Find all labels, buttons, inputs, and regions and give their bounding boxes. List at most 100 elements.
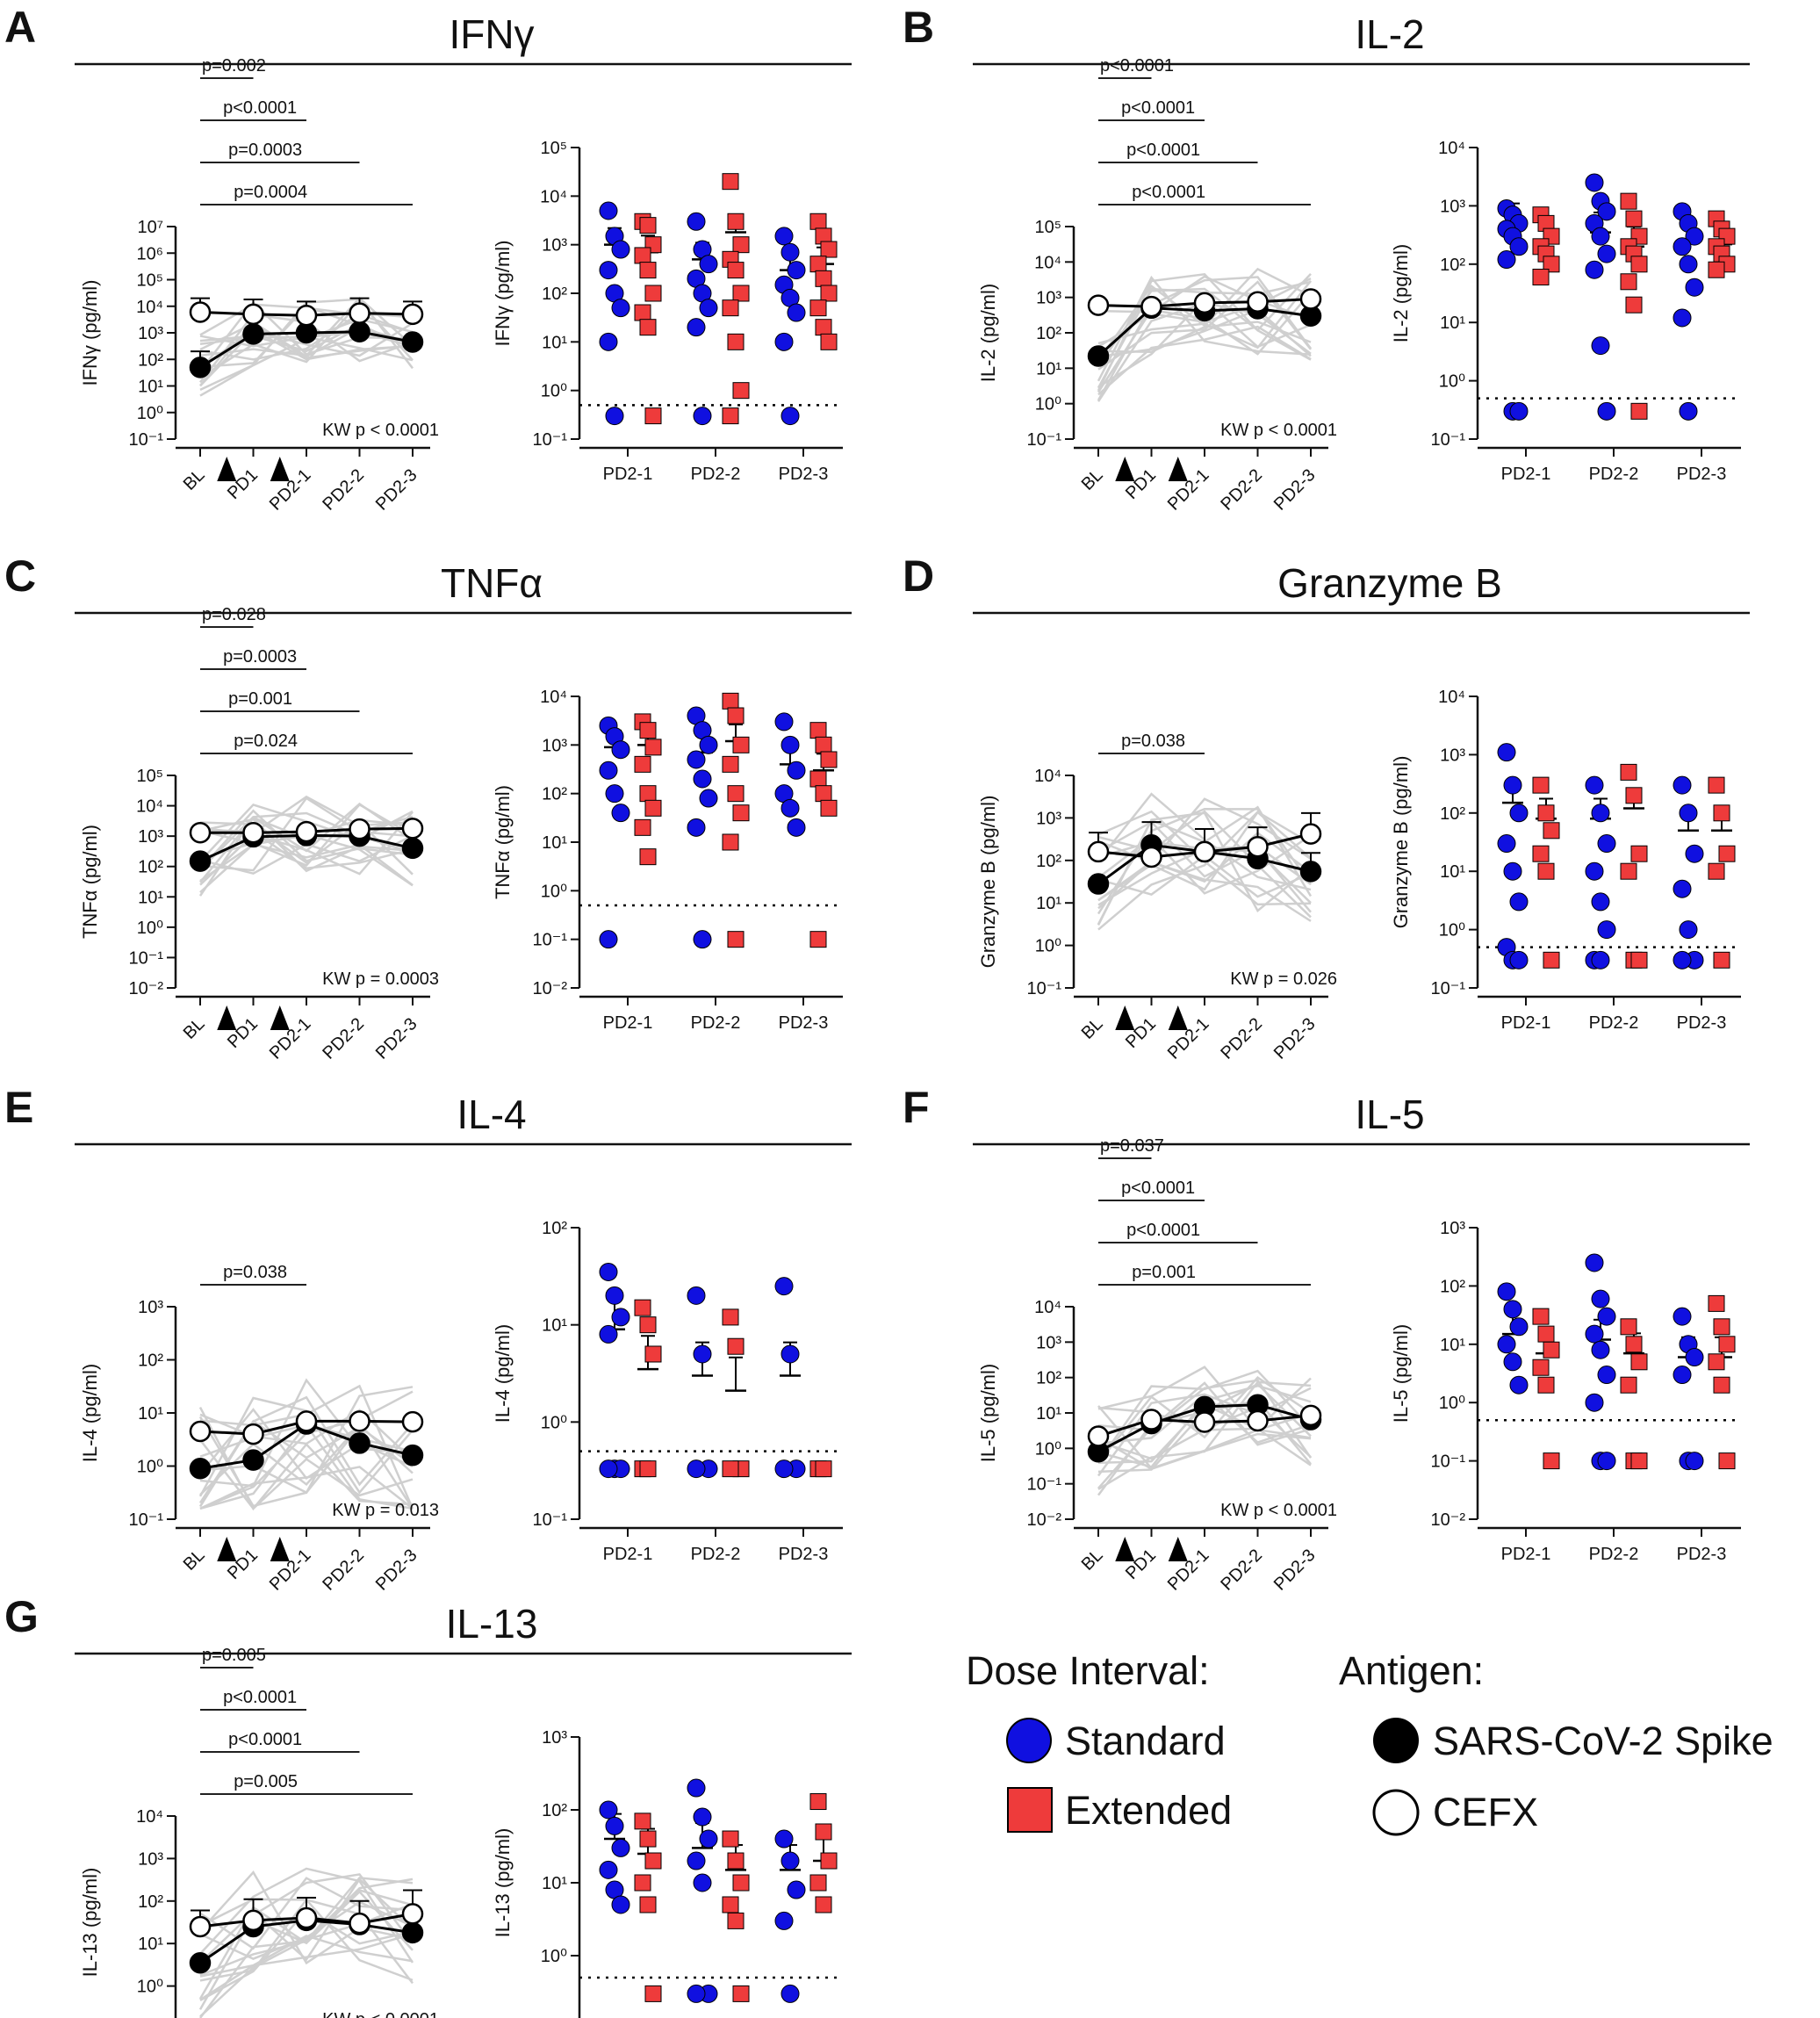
p-value-label: p=0.038 bbox=[1121, 732, 1185, 751]
standard-point bbox=[1597, 1366, 1616, 1385]
dose-arrowhead bbox=[217, 1005, 237, 1030]
cefx-series bbox=[189, 1410, 424, 1445]
x-tick-label: PD2-1 bbox=[603, 465, 653, 484]
y-tick-label: 10² bbox=[1036, 324, 1061, 343]
standard-point bbox=[1503, 1352, 1522, 1372]
y-axis-label: IL-4 (pg/ml) bbox=[79, 1364, 101, 1462]
standard-point bbox=[781, 1344, 800, 1364]
panel-title: IL-4 bbox=[457, 1092, 526, 1137]
standard-point bbox=[1597, 244, 1616, 263]
legend-antigen-title: Antigen: bbox=[1339, 1648, 1484, 1693]
y-tick-label: 10² bbox=[1440, 256, 1465, 275]
x-tick-label: PD2-3 bbox=[372, 1014, 421, 1063]
x-tick-label: PD2-3 bbox=[372, 465, 421, 515]
individual-trace bbox=[1097, 267, 1312, 362]
y-tick-label: 10² bbox=[138, 858, 163, 877]
extended-point bbox=[1708, 1353, 1725, 1371]
p-value-label: p=0.005 bbox=[234, 1772, 298, 1791]
spike-point bbox=[1087, 873, 1110, 895]
standard-point bbox=[1585, 260, 1604, 279]
y-axis-label: IL-2 (pg/ml) bbox=[1390, 244, 1412, 342]
extended-point bbox=[1708, 862, 1725, 880]
standard-point bbox=[1685, 1452, 1704, 1471]
cefx-point bbox=[1140, 1409, 1162, 1431]
spike-point bbox=[242, 323, 264, 345]
extended-point bbox=[722, 1460, 739, 1478]
standard-point bbox=[1597, 1307, 1616, 1326]
standard-point bbox=[605, 1816, 624, 1835]
cefx-point bbox=[401, 818, 424, 840]
extended-point bbox=[1625, 787, 1643, 804]
y-tick-label: 10³ bbox=[1440, 197, 1465, 216]
p-value-label: p=0.024 bbox=[234, 732, 298, 751]
extended-point bbox=[634, 1874, 651, 1892]
longitudinal-plot: 10⁻¹ 10⁰ 10¹ 10² 10³ 10⁴ Granzyme B (pg/ml) BL P… bbox=[977, 732, 1337, 1063]
y-tick-label: 10⁰ bbox=[541, 382, 567, 401]
panel-letter: F bbox=[903, 1083, 930, 1132]
cefx-point bbox=[1193, 1411, 1216, 1433]
standard-point bbox=[687, 318, 706, 337]
dose-arrowhead bbox=[217, 457, 237, 481]
y-tick-label: 10⁵ bbox=[136, 767, 163, 786]
extended-point bbox=[1713, 1376, 1730, 1394]
extended-point bbox=[1625, 210, 1643, 227]
y-tick-label: 10⁻² bbox=[1027, 1510, 1062, 1530]
extended-point bbox=[1532, 776, 1550, 794]
extended-point bbox=[727, 1852, 745, 1870]
standard-point bbox=[599, 1324, 618, 1344]
individual-trace bbox=[199, 1933, 414, 2001]
p-value-label: p=0.001 bbox=[1132, 1263, 1196, 1282]
kw-test-label: KW p < 0.0001 bbox=[1220, 1501, 1337, 1520]
y-tick-label: 10¹ bbox=[138, 1935, 163, 1954]
standard-point bbox=[693, 1807, 712, 1827]
panel-letter: D bbox=[903, 551, 934, 601]
extended-point bbox=[1630, 951, 1648, 969]
dose-arrowhead bbox=[1168, 1537, 1188, 1561]
extended-point bbox=[1630, 845, 1648, 862]
dose-arrowhead bbox=[270, 1005, 290, 1030]
extended-point bbox=[820, 285, 838, 302]
standard-point bbox=[787, 818, 806, 837]
panel-letter: G bbox=[4, 1592, 39, 1641]
x-tick-label: PD2-1 bbox=[1501, 465, 1551, 484]
y-tick-label: 10³ bbox=[1036, 1333, 1061, 1352]
cefx-point bbox=[1247, 1409, 1269, 1432]
y-tick-label: 10¹ bbox=[542, 833, 567, 853]
standard-point bbox=[611, 740, 630, 760]
extended-point bbox=[815, 270, 832, 287]
standard-point bbox=[1679, 804, 1698, 823]
extended-point bbox=[639, 319, 657, 336]
standard-point bbox=[611, 1308, 630, 1327]
individual-trace bbox=[199, 1867, 414, 1964]
extended-point bbox=[1537, 1376, 1555, 1394]
extended-point bbox=[1625, 296, 1643, 314]
y-tick-label: 10⁴ bbox=[540, 688, 567, 707]
y-tick-label: 10⁰ bbox=[137, 1978, 163, 1997]
panel-title: IL-2 bbox=[1355, 11, 1424, 57]
individual-trace bbox=[199, 1409, 414, 1461]
cefx-point bbox=[189, 1915, 212, 1938]
y-tick-label: 10⁴ bbox=[1034, 253, 1061, 272]
y-tick-label: 10³ bbox=[138, 827, 163, 847]
extended-point bbox=[634, 755, 651, 773]
individual-trace bbox=[1097, 280, 1312, 371]
extended-point bbox=[634, 1299, 651, 1316]
cefx-point bbox=[242, 1423, 264, 1445]
y-tick-label: 10⁻¹ bbox=[129, 430, 164, 450]
standard-point bbox=[599, 1262, 618, 1281]
cefx-series bbox=[1087, 811, 1322, 868]
standard-point bbox=[1597, 1452, 1616, 1471]
extended-point bbox=[1713, 951, 1730, 969]
standard-point bbox=[1685, 844, 1704, 863]
cefx-series bbox=[189, 1889, 424, 1938]
cefx-point bbox=[401, 1903, 424, 1925]
extended-point bbox=[1532, 845, 1550, 862]
extended-point bbox=[809, 931, 827, 948]
panel-title: IFNγ bbox=[449, 11, 534, 57]
y-axis-label: IL-13 (pg/ml) bbox=[79, 1868, 101, 1978]
standard-point bbox=[699, 1829, 718, 1849]
x-tick-label: PD2-1 bbox=[603, 1013, 653, 1033]
x-tick-label: PD2-3 bbox=[1270, 1546, 1320, 1595]
